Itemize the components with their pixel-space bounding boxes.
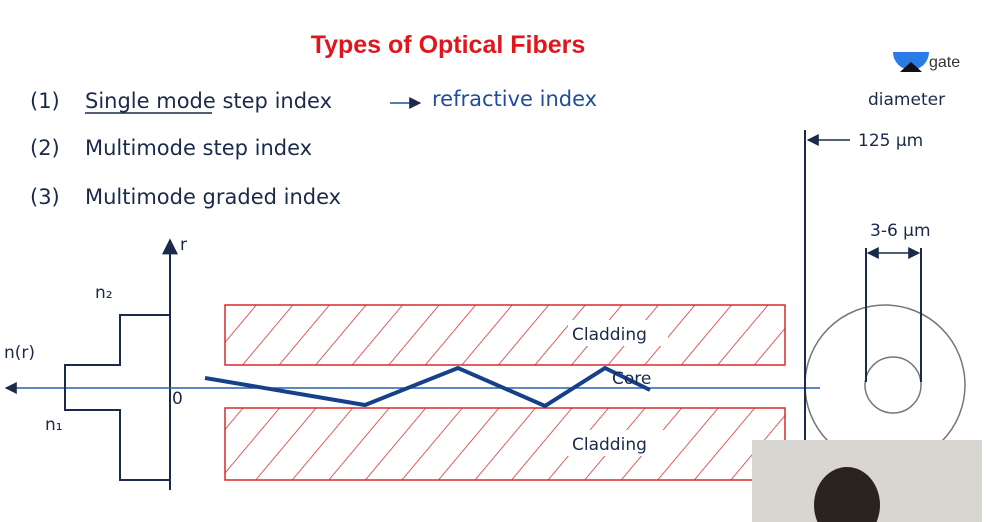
list-text: Multimode step index — [85, 136, 312, 160]
core-label: Core — [612, 369, 651, 389]
cladding-bottom — [224, 407, 786, 481]
logo: gate — [893, 52, 960, 72]
fiber: Cladding Core Cladding — [204, 304, 786, 481]
light-ray — [204, 365, 651, 409]
function-label: n(r) — [4, 343, 35, 363]
title: Types of Optical Fibers — [311, 31, 586, 59]
axis-label: r — [180, 235, 187, 255]
list-text: Single mode step index — [85, 89, 332, 113]
n2-label: n₂ — [95, 283, 113, 303]
label-bg — [568, 320, 668, 346]
logo-text: gate — [929, 54, 960, 71]
list-number: (1) — [30, 89, 60, 113]
n1-label: n₁ — [45, 415, 63, 435]
cross-section: diameter 125 μm 3-6 μm — [804, 90, 966, 466]
core-circle — [864, 356, 922, 414]
presenter — [814, 467, 880, 522]
list-number: (2) — [30, 136, 60, 160]
list: (1) Single mode step index refractive in… — [30, 87, 597, 209]
label-bg — [568, 430, 668, 456]
diameter-label: diameter — [868, 90, 945, 110]
cladding-top — [224, 304, 786, 366]
cladding-label: Cladding — [572, 325, 647, 345]
origin-label: 0 — [172, 389, 183, 409]
core-diameter: 3-6 μm — [870, 221, 931, 241]
logo-icon-base — [900, 62, 922, 72]
cladding-label: Cladding — [572, 435, 647, 455]
list-number: (3) — [30, 185, 60, 209]
list-text: Multimode graded index — [85, 185, 341, 209]
step-profile — [64, 314, 170, 481]
webcam — [752, 440, 982, 522]
diameter-value: 125 μm — [858, 131, 923, 151]
logo-icon — [893, 52, 929, 70]
list-note: refractive index — [432, 87, 597, 111]
